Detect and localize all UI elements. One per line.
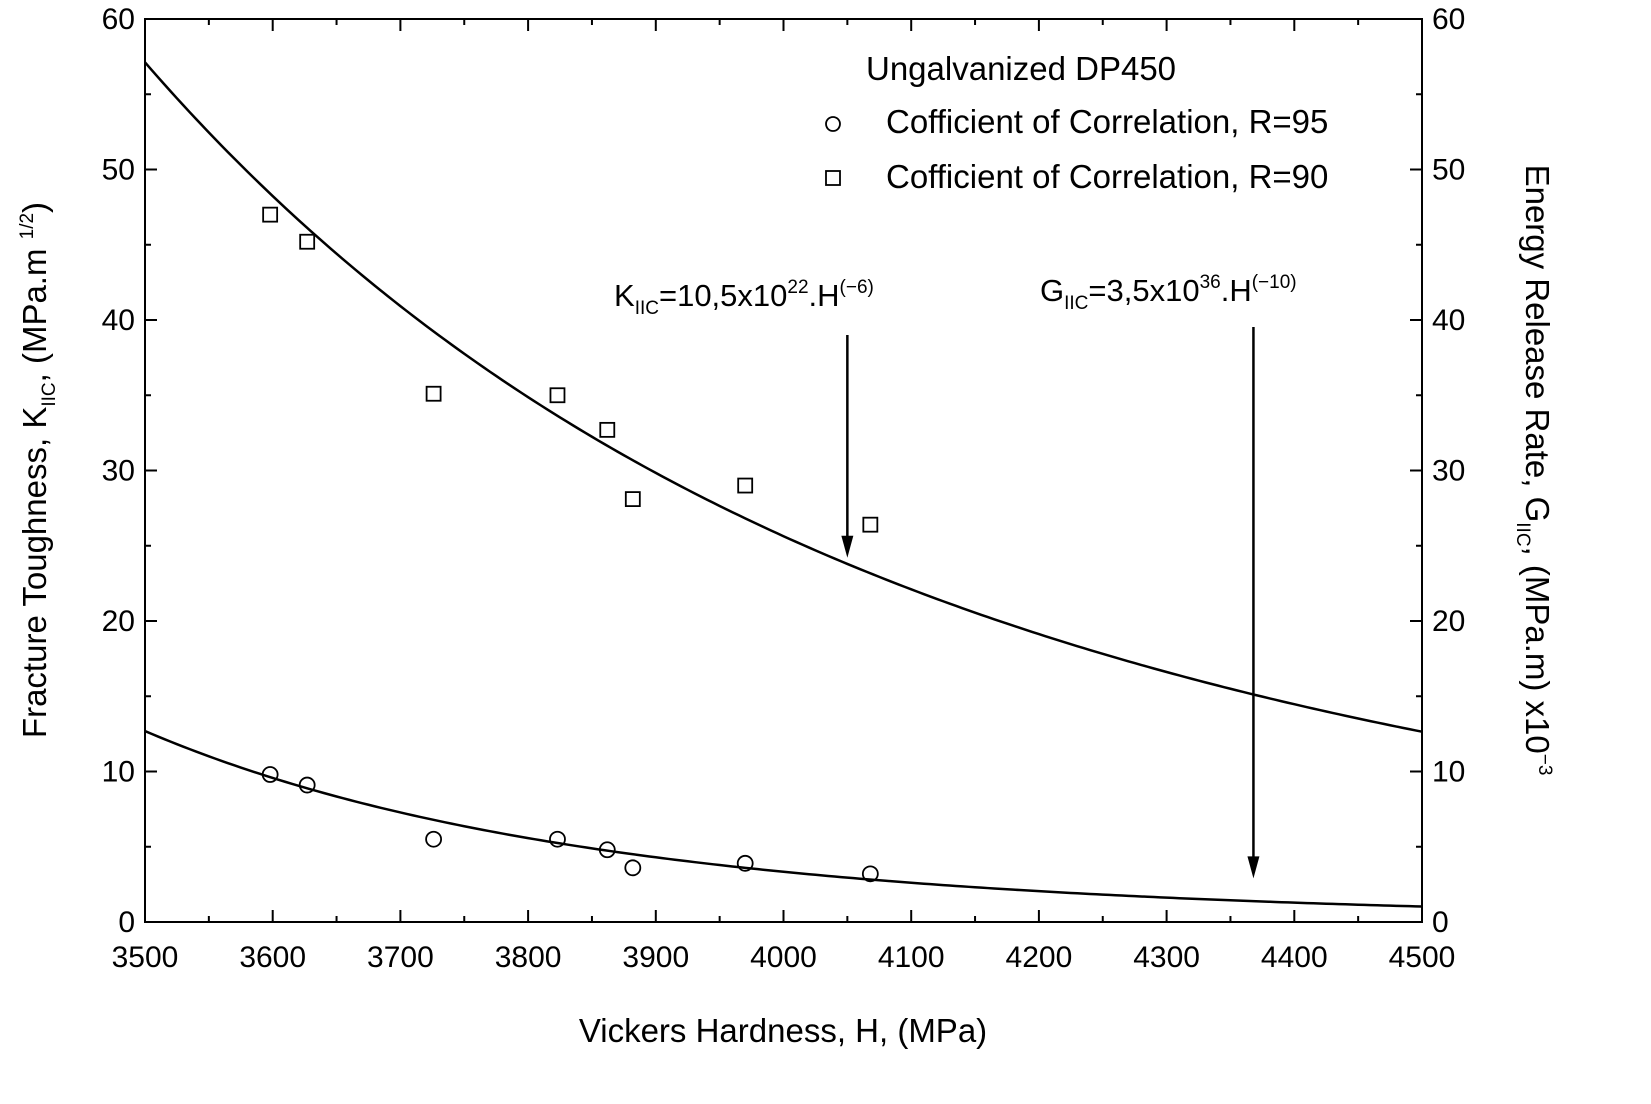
y2-tick-label: 40 [1432, 304, 1465, 337]
annotation-g-sup2: (−10) [1252, 272, 1297, 293]
y-axis-title-unit-post: ) [16, 202, 53, 213]
x-tick-label: 3900 [622, 941, 689, 974]
x-tick-label: 4100 [878, 941, 945, 974]
y2-tick-label: 30 [1432, 455, 1465, 488]
y-tick-label: 50 [102, 154, 135, 187]
square-point [737, 477, 754, 494]
annotation-k-base: K [614, 278, 635, 313]
y2-tick-label: 50 [1432, 154, 1465, 187]
annotation-g-mid: .H [1221, 273, 1252, 308]
annotation-g-equation: GIIC=3,5x1036.H(−10) [1040, 272, 1297, 314]
y2-axis-title-exp: −3 [1534, 754, 1555, 776]
y2-axis-title-main: Energy Release Rate, G [1519, 165, 1556, 523]
annotation-arrow-head [841, 535, 854, 558]
circle-point [624, 859, 642, 877]
circle-point [261, 766, 279, 783]
square-point [549, 387, 566, 404]
circle-point [425, 830, 443, 848]
circle-point [736, 854, 754, 872]
y-axis-title-main: Fracture Toughness, K [16, 407, 53, 738]
y-axis-title-sub: IIC [39, 382, 60, 406]
annotation-k-sub: IIC [635, 298, 659, 319]
annotation-g-sub: IIC [1064, 293, 1088, 314]
annotation-g-text: =3,5x10 [1088, 273, 1199, 308]
y2-tick-label: 0 [1432, 906, 1449, 939]
circle-point [549, 830, 566, 848]
legend-title: Ungalvanized DP450 [866, 50, 1176, 87]
square-point [862, 516, 879, 533]
x-tick-label: 4400 [1261, 941, 1328, 974]
y-axis-title-unit-pre: , (MPa.m [16, 239, 53, 382]
x-tick-label: 3600 [239, 941, 306, 974]
y-tick-label: 0 [118, 906, 135, 939]
fit-curve-2 [144, 729, 1423, 908]
annotation-k-equation: KIIC=10,5x1022.H(−6) [614, 277, 874, 319]
y2-tick-label: 60 [1432, 3, 1465, 36]
y2-tick-label: 10 [1432, 756, 1465, 789]
annotation-k-mid: .H [809, 278, 840, 313]
y-axis-ticks: 0 10 20 30 40 50 60 [102, 3, 157, 939]
y2-tick-label: 20 [1432, 605, 1465, 638]
annotation-arrow-head [1247, 856, 1260, 879]
circle-point [298, 776, 316, 794]
y-tick-label: 10 [102, 756, 135, 789]
x-axis-ticks: 3500 3600 3700 3800 3900 4000 4100 4200 4300 4400… [112, 19, 1456, 974]
legend-entry-circle: Cofficient of Correlation, R=95 [886, 103, 1328, 140]
y-tick-label: 40 [102, 304, 135, 337]
y2-axis-title-unit: , (MPa.m) x10 [1519, 547, 1556, 754]
annotation-k-text: =10,5x10 [659, 278, 787, 313]
y2-axis-ticks: 0 10 20 30 40 50 60 [1410, 3, 1465, 939]
x-tick-label: 4300 [1133, 941, 1200, 974]
square-point [599, 421, 616, 438]
x-tick-label: 4500 [1389, 941, 1456, 974]
legend: Ungalvanized DP450 Cofficient of Correla… [825, 50, 1328, 195]
x-tick-label: 4200 [1006, 941, 1073, 974]
y-tick-label: 30 [102, 455, 135, 488]
square-point [425, 385, 442, 402]
y-axis-title: Fracture Toughness, KIIC, (MPa.m 1/2) [16, 202, 60, 738]
y-axis-title-unit-sup: 1/2 [17, 213, 38, 239]
x-axis-title: Vickers Hardness, H, (MPa) [579, 1012, 987, 1049]
square-point [262, 206, 279, 223]
x-tick-label: 4000 [750, 941, 817, 974]
square-point [299, 233, 316, 250]
legend-square-marker [825, 170, 841, 186]
annotation-k-sup1: 22 [787, 277, 808, 298]
fit-curves [144, 61, 1423, 908]
circle-point [598, 841, 616, 859]
data-points [261, 206, 879, 883]
annotation-g-base: G [1040, 273, 1064, 308]
plot-frame [144, 18, 1423, 923]
x-tick-label: 3700 [367, 941, 434, 974]
annotation-arrows [841, 327, 1260, 879]
x-tick-label: 3800 [495, 941, 562, 974]
annotation-k-sup2: (−6) [840, 277, 874, 298]
y2-axis-title-sub: IIC [1512, 522, 1533, 546]
square-point [624, 491, 641, 507]
x-tick-label: 3500 [112, 941, 179, 974]
legend-entry-square: Cofficient of Correlation, R=90 [886, 158, 1328, 195]
fit-curve-1 [144, 61, 1423, 733]
y2-axis-title: Energy Release Rate, GIIC, (MPa.m) x10−3 [1512, 165, 1556, 776]
y-tick-label: 20 [102, 605, 135, 638]
y-tick-label: 60 [102, 3, 135, 36]
circle-point [861, 865, 879, 883]
legend-circle-marker [825, 116, 841, 132]
annotation-g-sup1: 36 [1200, 272, 1221, 293]
